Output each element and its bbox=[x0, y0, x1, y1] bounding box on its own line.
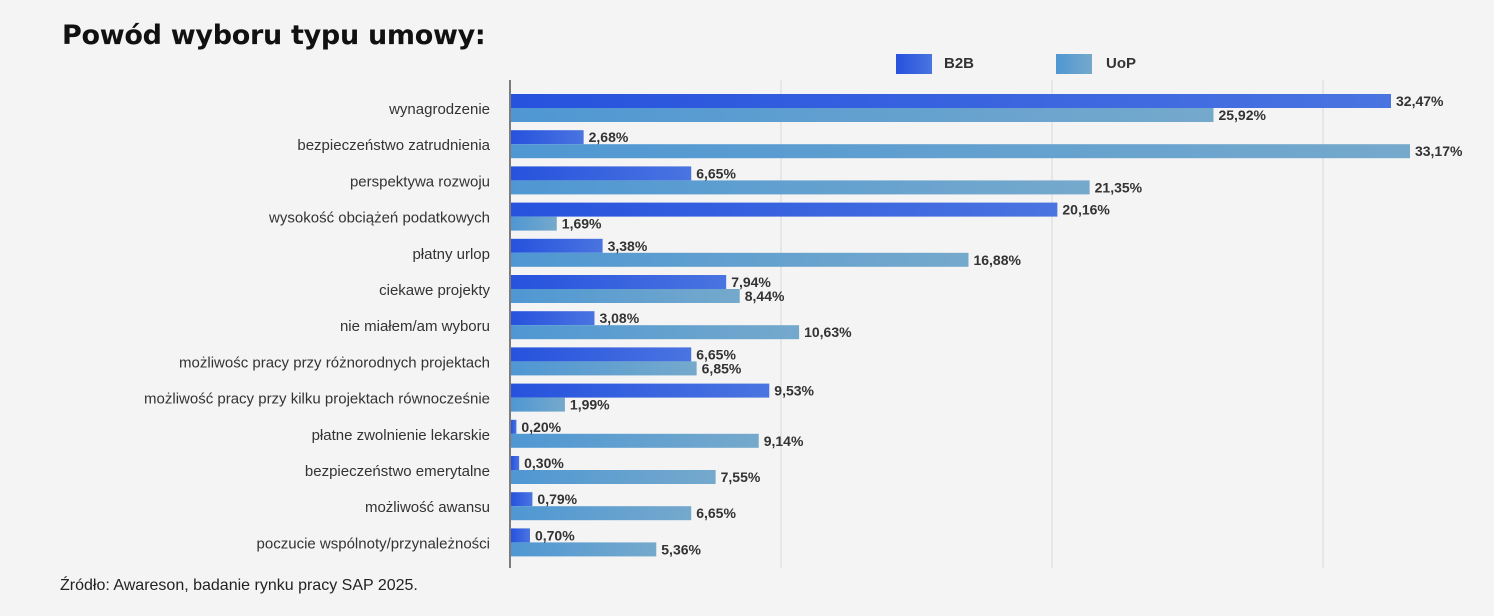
bar-uop bbox=[511, 361, 697, 376]
bar-b2b bbox=[511, 94, 1391, 108]
bar-b2b bbox=[511, 347, 692, 362]
value-label-uop: 10,63% bbox=[804, 324, 852, 340]
value-label-uop: 6,85% bbox=[702, 360, 742, 376]
category-label: możliwość pracy przy kilku projektach ró… bbox=[144, 391, 490, 408]
value-label-uop: 21,35% bbox=[1095, 179, 1143, 195]
bar-b2b bbox=[511, 130, 584, 145]
value-label-uop: 16,88% bbox=[973, 252, 1021, 268]
value-label-b2b: 9,53% bbox=[774, 383, 814, 399]
grid-lines bbox=[780, 80, 1324, 568]
bar-uop bbox=[511, 180, 1090, 195]
value-label-b2b: 0,70% bbox=[535, 527, 575, 543]
value-label-uop: 6,65% bbox=[696, 505, 736, 521]
value-label-b2b: 0,20% bbox=[521, 419, 561, 435]
bar-uop bbox=[511, 289, 740, 303]
category-label: możliwośc pracy przy różnorodnych projek… bbox=[179, 354, 490, 371]
legend: B2B UoP bbox=[896, 54, 1136, 74]
bar-b2b bbox=[511, 275, 727, 289]
bar-uop bbox=[511, 542, 657, 557]
chart-title: Powód wyboru typu umowy: bbox=[62, 20, 486, 51]
category-label: bezpieczeństwo zatrudnienia bbox=[297, 137, 490, 154]
bar-b2b bbox=[511, 202, 1058, 217]
category-label: wynagrodzenie bbox=[388, 101, 490, 118]
legend-label-b2b: B2B bbox=[944, 55, 974, 72]
bar-uop bbox=[511, 216, 557, 231]
bar-b2b bbox=[511, 456, 520, 470]
value-label-b2b: 20,16% bbox=[1062, 202, 1110, 218]
bar-b2b bbox=[511, 238, 603, 253]
bar-b2b bbox=[511, 419, 517, 434]
value-label-b2b: 3,08% bbox=[599, 310, 639, 326]
value-label-b2b: 6,65% bbox=[696, 165, 736, 181]
value-label-b2b: 2,68% bbox=[589, 129, 629, 145]
legend-swatch-b2b bbox=[896, 54, 932, 74]
value-label-uop: 5,36% bbox=[661, 541, 701, 557]
value-label-uop: 7,55% bbox=[721, 469, 761, 485]
category-label: możliwość awansu bbox=[365, 499, 490, 516]
value-label-b2b: 32,47% bbox=[1396, 93, 1444, 109]
category-label: perspektywa rozwoju bbox=[350, 173, 490, 190]
bar-uop bbox=[511, 252, 969, 267]
legend-swatch-uop bbox=[1056, 54, 1092, 74]
category-label: wysokość obciążeń podatkowych bbox=[268, 210, 490, 227]
bar-uop bbox=[511, 470, 716, 484]
bar-b2b bbox=[511, 311, 595, 326]
value-label-uop: 8,44% bbox=[745, 288, 785, 304]
value-label-uop: 1,69% bbox=[562, 216, 602, 232]
value-label-uop: 1,99% bbox=[570, 397, 610, 413]
bar-uop bbox=[511, 397, 565, 412]
bars bbox=[511, 94, 1410, 557]
category-labels: wynagrodzenie bezpieczeństwo zatrudnienia… bbox=[144, 101, 491, 552]
source-note: Źródło: Awareson, badanie rynku pracy SA… bbox=[60, 577, 418, 594]
category-label: ciekawe projekty bbox=[379, 282, 490, 299]
category-label: bezpieczeństwo emerytalne bbox=[305, 463, 490, 480]
bar-uop bbox=[511, 144, 1410, 159]
value-label-b2b: 0,30% bbox=[524, 455, 564, 471]
bar-uop bbox=[511, 108, 1214, 122]
value-label-uop: 33,17% bbox=[1415, 143, 1463, 159]
legend-label-uop: UoP bbox=[1106, 55, 1136, 72]
value-label-uop: 9,14% bbox=[764, 433, 804, 449]
value-label-b2b: 7,94% bbox=[731, 274, 771, 290]
bar-b2b bbox=[511, 166, 692, 181]
category-label: nie miałem/am wyboru bbox=[340, 318, 490, 335]
value-label-b2b: 3,38% bbox=[608, 238, 648, 254]
value-labels: 32,47% 25,92% 2,68% 33,17% 6,65% 21,35% 20,16%… bbox=[521, 93, 1463, 557]
value-label-b2b: 6,65% bbox=[696, 346, 736, 362]
bar-uop bbox=[511, 506, 692, 521]
bar-uop bbox=[511, 433, 759, 448]
bar-b2b bbox=[511, 492, 533, 507]
bar-b2b bbox=[511, 383, 770, 398]
category-label: poczucie wspólnoty/przynależności bbox=[257, 535, 490, 552]
category-label: płatne zwolnienie lekarskie bbox=[312, 427, 490, 444]
value-label-b2b: 0,79% bbox=[537, 491, 577, 507]
bar-uop bbox=[511, 325, 800, 340]
value-label-uop: 25,92% bbox=[1218, 107, 1266, 123]
bar-b2b bbox=[511, 528, 530, 543]
category-label: płatny urlop bbox=[412, 246, 490, 263]
